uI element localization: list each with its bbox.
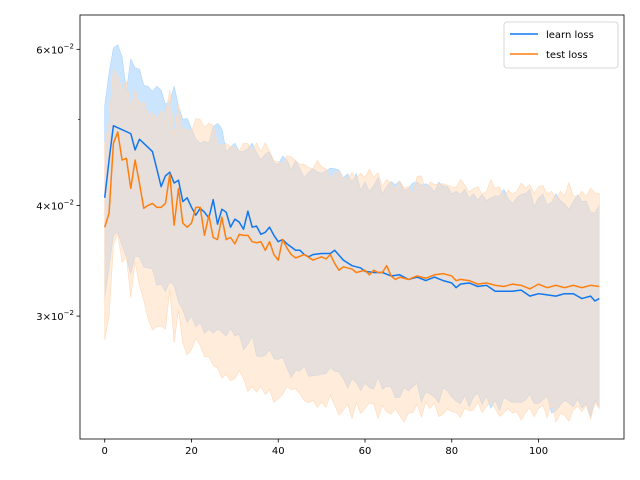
x-tick-label: 60 [359,446,372,457]
x-tick-label: 80 [445,446,458,457]
band-test-loss [104,68,600,424]
legend-box [503,21,619,69]
y-tick-exponent: −2 [64,198,74,206]
x-tick-label: 20 [185,446,198,457]
y-tick-label: 4×10−2 [36,198,74,212]
y-tick-exponent: −2 [64,309,74,317]
legend: learn loss test loss [503,21,619,69]
line-learn-loss [103,124,600,302]
legend-label: test loss [546,50,588,61]
y-tick-mantissa: 4×10 [36,201,63,212]
y-tick-mantissa: 3×10 [36,312,63,323]
bands-layer [104,44,600,424]
lines-layer [103,124,600,302]
y-tick-mantissa: 6×10 [36,45,63,56]
y-tick-label: 3×10−2 [36,309,74,323]
y-tick-exponent: −2 [64,42,74,50]
legend-label: learn loss [546,30,594,41]
line-test-loss [104,131,600,290]
x-axis: 0 20 40 60 80 100 [102,439,548,457]
x-tick-label: 40 [272,446,285,457]
y-axis: 3×10−24×10−26×10−2 [36,42,80,323]
plot-frame [79,14,625,440]
x-tick-label: 100 [529,446,548,457]
x-tick-label: 0 [102,446,108,457]
y-tick-label: 6×10−2 [36,42,74,56]
